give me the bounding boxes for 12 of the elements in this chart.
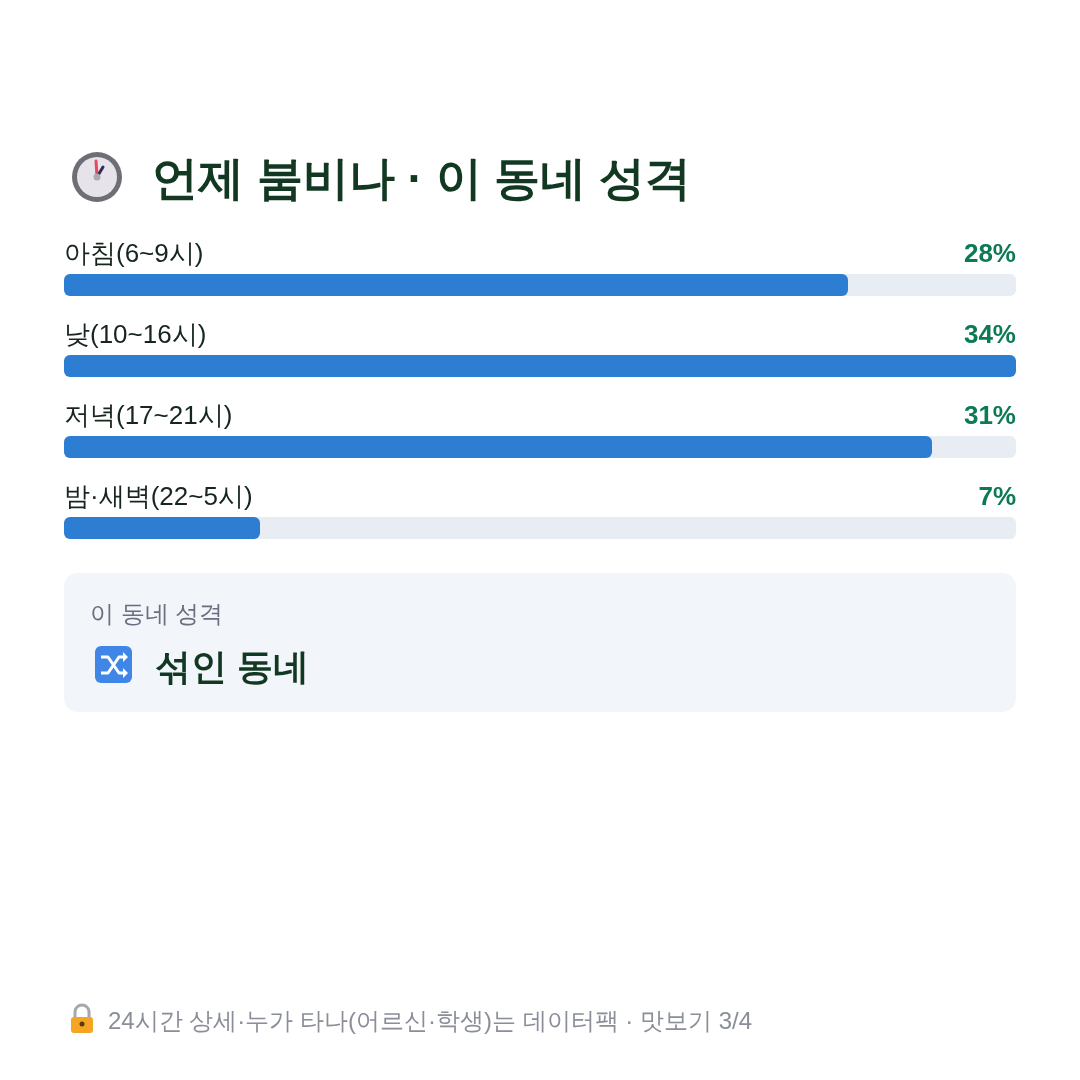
data-label: 34% — [963, 319, 1016, 349]
y-tick-label: 아침(6~9시) — [64, 238, 204, 268]
data-label: 31% — [963, 400, 1016, 430]
text: 이 동네 성격 — [90, 600, 224, 627]
text: 24시간 상세·누가 타나(어르신·학생)는 데이터팩 · 맛보기 3/4 — [108, 1007, 753, 1034]
y-tick-label: 밤·새벽(22~5시) — [64, 481, 253, 511]
data-label: 28% — [963, 238, 1016, 268]
chart-title: 언제 붐비나 · 이 동네 성격 — [152, 152, 692, 204]
y-tick-label: 낮(10~16시) — [64, 319, 207, 349]
data-label: 7% — [978, 481, 1016, 511]
y-tick-label: 저녁(17~21시) — [64, 400, 233, 430]
text: 섞인 동네 — [155, 646, 310, 687]
